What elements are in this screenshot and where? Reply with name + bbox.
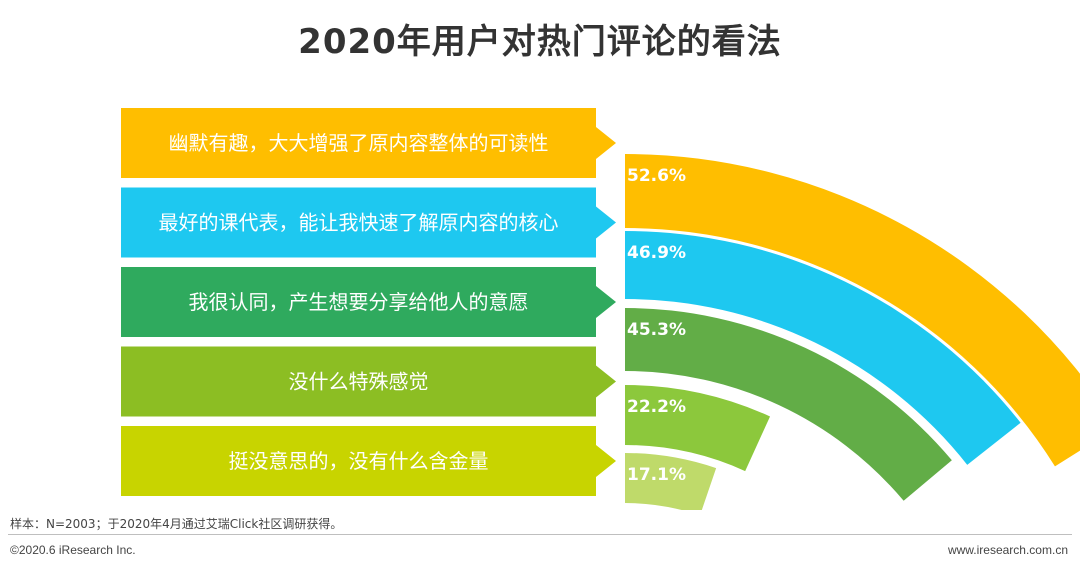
footer-divider	[8, 534, 1072, 535]
website-text: www.iresearch.com.cn	[947, 543, 1068, 557]
value-arc	[625, 154, 1080, 467]
category-label-box: 挺没意思的，没有什么含金量	[121, 426, 616, 496]
category-label: 我很认同，产生想要分享给他人的意愿	[189, 290, 529, 314]
category-label-box: 没什么特殊感觉	[121, 346, 616, 417]
category-label-box: 幽默有趣，大大增强了原内容整体的可读性	[121, 108, 616, 178]
value-arc	[625, 308, 952, 501]
copyright-text: ©2020.6 iResearch Inc.	[10, 543, 136, 557]
category-label: 没什么特殊感觉	[289, 370, 429, 394]
category-label: 挺没意思的，没有什么含金量	[229, 449, 489, 473]
value-label: 46.9%	[627, 243, 686, 263]
value-label: 52.6%	[627, 166, 686, 186]
value-arc	[625, 231, 1021, 465]
radial-bar-chart: 幽默有趣，大大增强了原内容整体的可读性 52.6% 最好的课代表，能让我快速了解原内…	[121, 108, 1080, 510]
category-label: 最好的课代表，能让我快速了解原内容的核心	[159, 211, 559, 235]
category-label: 幽默有趣，大大增强了原内容整体的可读性	[169, 131, 549, 155]
value-label: 22.2%	[627, 397, 686, 417]
value-label: 17.1%	[627, 465, 686, 485]
value-label: 45.3%	[627, 320, 686, 340]
chart-title: 2020年用户对热门评论的看法	[298, 22, 782, 62]
value-arc	[625, 453, 717, 510]
sample-note: 样本：N=2003；于2020年4月通过艾瑞Click社区调研获得。	[10, 517, 343, 531]
category-label-box: 最好的课代表，能让我快速了解原内容的核心	[121, 187, 616, 258]
value-arc	[625, 385, 771, 472]
category-label-box: 我很认同，产生想要分享给他人的意愿	[121, 267, 616, 337]
